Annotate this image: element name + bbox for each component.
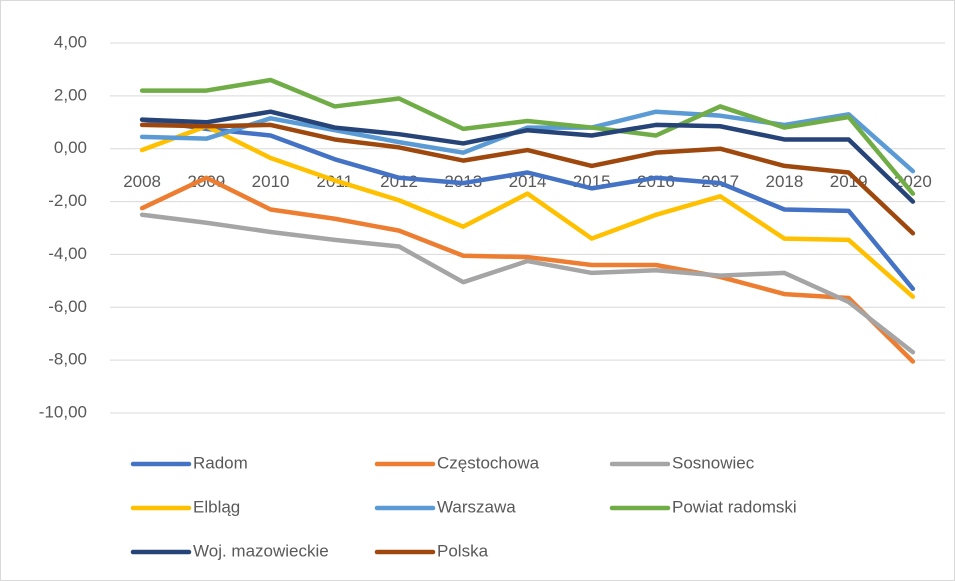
x-tick-label: 2010 [252,172,290,191]
legend-label: Warszawa [437,497,516,516]
y-tick-label: 0,00 [54,138,87,157]
y-tick-label: -6,00 [48,297,87,316]
series-line [139,212,916,355]
series-line [139,109,916,204]
y-tick-label: -10,00 [39,402,87,421]
legend-label: Woj. mazowieckie [193,541,329,560]
y-tick-label: 4,00 [54,32,87,51]
legend-label: Sosnowiec [672,453,755,472]
y-tick-label: -4,00 [48,244,87,263]
series-line [139,124,916,299]
series-line [139,122,916,236]
legend-label: Powiat radomski [672,497,797,516]
series-line [139,109,916,174]
series-line [139,175,916,364]
y-tick-label: 2,00 [54,85,87,104]
legend-label: Częstochowa [437,453,540,472]
x-tick-label: 2008 [123,172,161,191]
legend-label: Polska [437,541,489,560]
x-tick-label: 2018 [766,172,804,191]
series-line [139,117,916,292]
y-tick-label: -8,00 [48,350,87,369]
legend-label: Elbląg [193,497,240,516]
series-line [139,77,916,196]
x-tick-label: 2019 [830,172,868,191]
x-tick-label: 2020 [894,172,932,191]
y-tick-label: -2,00 [48,191,87,210]
x-tick-label: 2009 [187,172,225,191]
legend-label: Radom [193,453,248,472]
